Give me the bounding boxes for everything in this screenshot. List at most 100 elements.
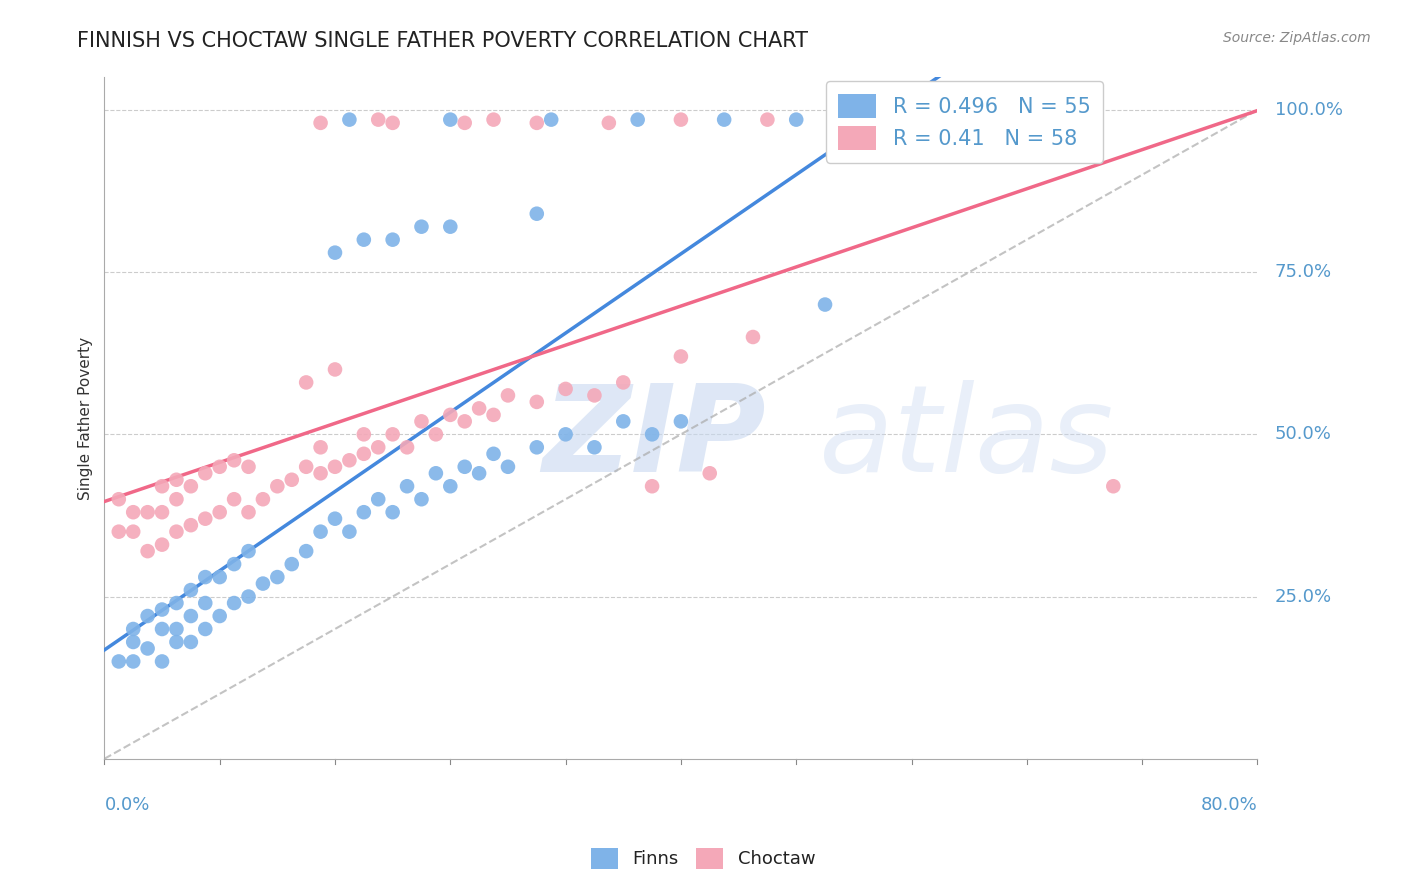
Text: atlas: atlas bbox=[820, 380, 1115, 497]
Point bbox=[612, 376, 634, 390]
Point bbox=[554, 427, 576, 442]
Point bbox=[323, 245, 346, 260]
Point bbox=[669, 112, 692, 127]
Point bbox=[526, 116, 548, 130]
Point bbox=[1102, 479, 1125, 493]
Text: Source: ZipAtlas.com: Source: ZipAtlas.com bbox=[1223, 31, 1371, 45]
Point bbox=[150, 479, 173, 493]
Point bbox=[107, 655, 129, 669]
Point bbox=[439, 479, 461, 493]
Point bbox=[295, 376, 318, 390]
Point bbox=[122, 524, 145, 539]
Point bbox=[238, 505, 260, 519]
Point bbox=[238, 459, 260, 474]
Point bbox=[482, 447, 505, 461]
Point bbox=[150, 622, 173, 636]
Point bbox=[339, 453, 361, 467]
Point bbox=[583, 440, 606, 454]
Point bbox=[136, 609, 159, 624]
Point bbox=[699, 467, 721, 481]
Point bbox=[411, 414, 433, 428]
Point bbox=[165, 596, 187, 610]
Point bbox=[165, 622, 187, 636]
Point bbox=[641, 427, 664, 442]
Point bbox=[107, 492, 129, 507]
Point bbox=[367, 112, 389, 127]
Point bbox=[496, 459, 519, 474]
Text: 50.0%: 50.0% bbox=[1275, 425, 1331, 443]
Point bbox=[713, 112, 735, 127]
Point bbox=[583, 388, 606, 402]
Point bbox=[814, 297, 837, 311]
Point bbox=[526, 207, 548, 221]
Point bbox=[122, 635, 145, 649]
Point bbox=[194, 467, 217, 481]
Point bbox=[612, 414, 634, 428]
Point bbox=[756, 112, 779, 127]
Text: 80.0%: 80.0% bbox=[1201, 797, 1257, 814]
Point bbox=[367, 492, 389, 507]
Text: FINNISH VS CHOCTAW SINGLE FATHER POVERTY CORRELATION CHART: FINNISH VS CHOCTAW SINGLE FATHER POVERTY… bbox=[77, 31, 808, 51]
Point bbox=[180, 518, 202, 533]
Point bbox=[425, 467, 447, 481]
Point bbox=[411, 219, 433, 234]
Text: 100.0%: 100.0% bbox=[1275, 101, 1343, 119]
Point bbox=[381, 116, 404, 130]
Point bbox=[194, 622, 217, 636]
Text: ZIP: ZIP bbox=[543, 380, 766, 497]
Point bbox=[180, 635, 202, 649]
Point bbox=[785, 112, 807, 127]
Point bbox=[238, 590, 260, 604]
Point bbox=[309, 116, 332, 130]
Point bbox=[482, 112, 505, 127]
Point bbox=[150, 602, 173, 616]
Point bbox=[554, 382, 576, 396]
Point bbox=[439, 408, 461, 422]
Point bbox=[266, 479, 288, 493]
Text: 25.0%: 25.0% bbox=[1275, 588, 1331, 606]
Point bbox=[266, 570, 288, 584]
Point bbox=[381, 427, 404, 442]
Point bbox=[180, 479, 202, 493]
Point bbox=[165, 524, 187, 539]
Point bbox=[224, 596, 246, 610]
Point bbox=[194, 570, 217, 584]
Point bbox=[323, 511, 346, 525]
Point bbox=[339, 524, 361, 539]
Point bbox=[482, 408, 505, 422]
Point bbox=[165, 492, 187, 507]
Point bbox=[208, 505, 231, 519]
Point bbox=[208, 459, 231, 474]
Point bbox=[194, 511, 217, 525]
Point bbox=[396, 479, 419, 493]
Point bbox=[281, 557, 304, 571]
Point bbox=[122, 622, 145, 636]
Point bbox=[598, 116, 620, 130]
Point bbox=[150, 505, 173, 519]
Point bbox=[353, 505, 375, 519]
Point bbox=[252, 576, 274, 591]
Point bbox=[136, 641, 159, 656]
Point bbox=[353, 447, 375, 461]
Point bbox=[281, 473, 304, 487]
Point bbox=[165, 635, 187, 649]
Legend: Finns, Choctaw: Finns, Choctaw bbox=[583, 840, 823, 876]
Point bbox=[439, 112, 461, 127]
Point bbox=[224, 492, 246, 507]
Point bbox=[295, 459, 318, 474]
Point bbox=[396, 440, 419, 454]
Point bbox=[238, 544, 260, 558]
Point bbox=[641, 479, 664, 493]
Point bbox=[180, 583, 202, 598]
Point bbox=[425, 427, 447, 442]
Point bbox=[381, 505, 404, 519]
Point bbox=[150, 538, 173, 552]
Point bbox=[454, 459, 477, 474]
Y-axis label: Single Father Poverty: Single Father Poverty bbox=[79, 336, 93, 500]
Point bbox=[411, 492, 433, 507]
Point bbox=[669, 414, 692, 428]
Point bbox=[136, 544, 159, 558]
Point bbox=[367, 440, 389, 454]
Point bbox=[150, 655, 173, 669]
Point bbox=[208, 609, 231, 624]
